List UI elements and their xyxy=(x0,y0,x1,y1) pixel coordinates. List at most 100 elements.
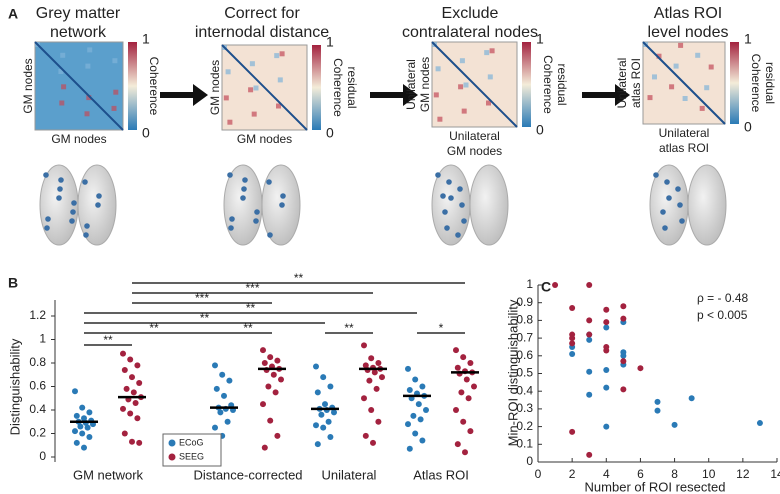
panel-label: B xyxy=(8,275,18,291)
data-point xyxy=(603,366,610,373)
matrix-cell xyxy=(277,77,283,83)
data-point xyxy=(325,418,332,425)
electrode xyxy=(662,225,668,231)
data-point xyxy=(467,360,474,366)
matrix-cell xyxy=(279,51,285,57)
matrix-cell xyxy=(458,84,464,90)
data-point xyxy=(586,391,593,398)
data-point xyxy=(462,449,468,456)
data-point xyxy=(419,437,426,444)
data-point xyxy=(620,386,627,393)
step-title: Exclude xyxy=(442,5,499,22)
electrode xyxy=(240,195,246,201)
data-point xyxy=(620,352,627,359)
colorbar-tick-label: 0 xyxy=(326,125,334,141)
data-point xyxy=(213,385,220,392)
data-point xyxy=(132,399,139,406)
electrode xyxy=(229,216,235,222)
electrode xyxy=(96,193,102,199)
data-point xyxy=(221,392,227,399)
data-point xyxy=(410,412,417,419)
brain-right xyxy=(469,164,509,246)
data-point xyxy=(454,364,461,371)
electrode xyxy=(660,209,666,215)
arrows xyxy=(160,84,630,106)
data-point xyxy=(362,432,369,439)
data-point xyxy=(261,360,268,366)
matrix-cell xyxy=(435,66,441,72)
data-point xyxy=(375,360,382,366)
data-point xyxy=(212,424,218,431)
matrix-cell xyxy=(695,52,701,58)
data-point xyxy=(278,376,284,383)
data-point xyxy=(361,395,367,402)
data-point xyxy=(460,354,467,361)
x-tick-label: 10 xyxy=(702,467,716,481)
data-point xyxy=(405,365,411,372)
data-point xyxy=(465,395,472,402)
y-tick-label: 0.7 xyxy=(516,330,533,344)
matrix-y-label: Unilateral xyxy=(404,59,418,110)
data-point xyxy=(373,385,380,392)
matrix-diagonal xyxy=(642,41,726,125)
colorbar-tick-label: 0 xyxy=(536,122,544,138)
data-point xyxy=(272,389,279,396)
significance-label: ** xyxy=(149,321,159,335)
colorbar-tick-label: 1 xyxy=(326,34,334,50)
data-point xyxy=(406,445,413,452)
data-point xyxy=(620,358,627,365)
data-point xyxy=(313,363,319,370)
matrix-cell xyxy=(253,85,259,91)
matrix-cell xyxy=(437,116,443,122)
electrode xyxy=(675,186,681,192)
data-point xyxy=(72,428,78,435)
data-point xyxy=(586,282,593,288)
data-point xyxy=(453,347,459,354)
x-tick-label: 4 xyxy=(603,467,610,481)
data-point xyxy=(217,409,224,416)
data-point xyxy=(412,376,419,383)
matrix-cell xyxy=(652,74,657,80)
legend-marker xyxy=(168,453,176,461)
electrode xyxy=(84,223,90,229)
data-point xyxy=(463,376,470,383)
matrix-cell xyxy=(459,58,465,64)
data-point xyxy=(569,335,576,342)
matrix-cell xyxy=(59,100,65,106)
matrix-diagonal xyxy=(34,41,124,131)
matrix-cell xyxy=(647,95,653,101)
data-point xyxy=(756,420,763,427)
colorbar-tick-label: 1 xyxy=(142,31,150,47)
data-point xyxy=(654,398,661,405)
significance-label: ** xyxy=(103,333,113,347)
matrix-cell xyxy=(276,103,281,109)
electrode xyxy=(58,177,64,183)
data-point xyxy=(129,438,135,445)
matrix-cell xyxy=(60,52,66,58)
data-point xyxy=(224,418,231,425)
matrix-x-label: Unilateral xyxy=(449,129,500,143)
data-point xyxy=(586,451,593,458)
step-title: contralateral nodes xyxy=(402,24,538,41)
colorbar-label: Coherence xyxy=(749,54,763,113)
electrode xyxy=(45,216,51,222)
colorbar-label: Coherence xyxy=(331,58,345,117)
data-point xyxy=(375,418,382,425)
data-point xyxy=(73,439,80,446)
data-point xyxy=(552,282,559,288)
electrode xyxy=(440,193,446,199)
data-point xyxy=(127,410,134,417)
data-point xyxy=(603,306,610,313)
y-axis-label: Min-ROI distinguishability xyxy=(505,299,520,446)
data-point xyxy=(320,424,327,431)
matrix-cell xyxy=(673,63,679,69)
electrode xyxy=(455,232,461,238)
data-point xyxy=(368,407,375,413)
step-title: Correct for xyxy=(224,5,300,22)
x-tick-label: Atlas ROI xyxy=(413,467,469,482)
annotation: ρ = - 0.48 xyxy=(697,291,749,305)
x-tick-label: Unilateral xyxy=(322,467,377,482)
matrix-cell xyxy=(84,111,90,117)
colorbar-tick-label: 1 xyxy=(536,31,544,47)
matrix-y-label: GM nodes xyxy=(21,58,35,113)
